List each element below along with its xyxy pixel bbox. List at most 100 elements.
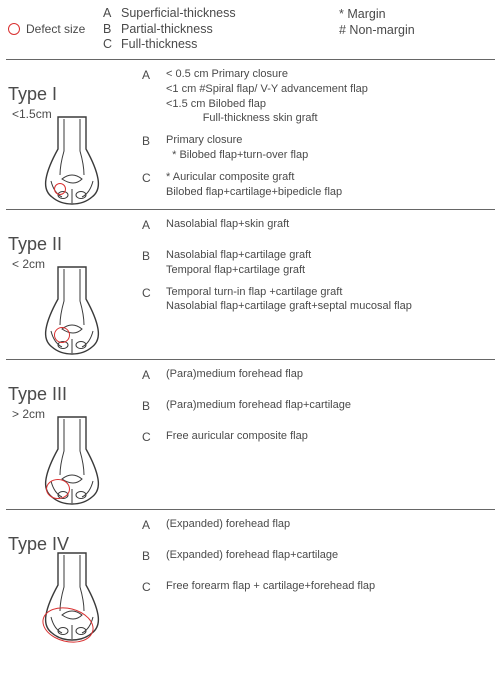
type-label: Type III [8, 384, 67, 405]
sub-text: * Auricular composite graftBilobed flap+… [166, 170, 495, 200]
sub-text: (Para)medium forehead flap [166, 367, 495, 382]
defect-ring-icon [8, 23, 20, 35]
sub-text-line: Full-thickness skin graft [166, 111, 495, 126]
thickness-legend: A Superficial-thickness B Partial-thickness… [103, 6, 333, 53]
defect-size-label: Defect size [26, 22, 85, 36]
sub-row: BPrimary closure * Bilobed flap+turn-ove… [142, 130, 495, 166]
thickness-row: A Superficial-thickness [103, 6, 333, 22]
sub-letter: C [142, 429, 166, 444]
separator [6, 359, 495, 360]
nose-wrap [38, 415, 106, 505]
sub-letter: C [142, 170, 166, 185]
sub-row: B(Para)medium forehead flap+cartilage [142, 395, 495, 425]
type-left-col: Type IV [2, 514, 142, 641]
sub-text-line: (Expanded) forehead flap [166, 517, 495, 532]
sub-text-line: <1.5 cm Bilobed flap [166, 97, 495, 112]
type-block: Type III> 2cmA(Para)medium forehead flap… [0, 362, 501, 507]
separator [6, 59, 495, 60]
sub-text: < 0.5 cm Primary closure<1 cm #Spiral fl… [166, 67, 495, 126]
sub-text-line: < 0.5 cm Primary closure [166, 67, 495, 82]
sub-text: (Expanded) forehead flap+cartilage [166, 548, 495, 563]
sub-text: Nasolabial flap+cartilage graftTemporal … [166, 248, 495, 278]
type-left-col: Type III> 2cm [2, 364, 142, 505]
thickness-letter: A [103, 6, 115, 22]
sub-text-line: * Bilobed flap+turn-over flap [166, 148, 495, 163]
type-right-col: A< 0.5 cm Primary closure<1 cm #Spiral f… [142, 64, 495, 205]
sub-text: (Expanded) forehead flap [166, 517, 495, 532]
type-block: Type IVA(Expanded) forehead flapB(Expand… [0, 512, 501, 643]
sub-text: Nasolabial flap+skin graft [166, 217, 495, 232]
sub-row: C* Auricular composite graftBilobed flap… [142, 167, 495, 203]
defect-marker [54, 327, 70, 343]
sub-row: BNasolabial flap+cartilage graftTemporal… [142, 245, 495, 281]
sub-text: Free auricular composite flap [166, 429, 495, 444]
sub-row: A< 0.5 cm Primary closure<1 cm #Spiral f… [142, 64, 495, 129]
thickness-letter: B [103, 22, 115, 38]
legend-header: Defect size A Superficial-thickness B Parti… [0, 0, 501, 57]
sub-text-line: Nasolabial flap+cartilage graft+septal m… [166, 299, 495, 314]
type-block: Type II< 2cmANasolabial flap+skin graftB… [0, 212, 501, 357]
thickness-label: Superficial-thickness [121, 6, 236, 22]
sub-text: Free forearm flap + cartilage+forehead f… [166, 579, 495, 594]
type-block: Type I<1.5cmA< 0.5 cm Primary closure<1 … [0, 62, 501, 207]
type-right-col: ANasolabial flap+skin graftBNasolabial f… [142, 214, 495, 355]
nose-icon [38, 265, 106, 355]
sub-text: Primary closure * Bilobed flap+turn-over… [166, 133, 495, 163]
sub-row: CFree forearm flap + cartilage+forehead … [142, 576, 495, 606]
sub-text-line: Temporal turn-in flap +cartilage graft [166, 285, 495, 300]
sub-text-line: Nasolabial flap+skin graft [166, 217, 495, 232]
sub-row: A(Expanded) forehead flap [142, 514, 495, 544]
type-right-col: A(Para)medium forehead flapB(Para)medium… [142, 364, 495, 505]
sub-letter: A [142, 67, 166, 82]
sub-row: B(Expanded) forehead flap+cartilage [142, 545, 495, 575]
separator [6, 209, 495, 210]
sub-letter: A [142, 367, 166, 382]
sub-letter: B [142, 248, 166, 263]
sub-text-line: <1 cm #Spiral flap/ V-Y advancement flap [166, 82, 495, 97]
separator [6, 509, 495, 510]
sub-row: A(Para)medium forehead flap [142, 364, 495, 394]
thickness-label: Partial-thickness [121, 22, 213, 38]
sub-text-line: (Para)medium forehead flap [166, 367, 495, 382]
types-container: Type I<1.5cmA< 0.5 cm Primary closure<1 … [0, 59, 501, 643]
sub-text-line: Temporal flap+cartilage graft [166, 263, 495, 278]
sub-letter: C [142, 579, 166, 594]
thickness-letter: C [103, 37, 115, 53]
sub-text: Temporal turn-in flap +cartilage graftNa… [166, 285, 495, 315]
sub-text-line: Bilobed flap+cartilage+bipedicle flap [166, 185, 495, 200]
sub-text-line: * Auricular composite graft [166, 170, 495, 185]
sub-letter: B [142, 548, 166, 563]
type-label: Type I [8, 84, 57, 105]
thickness-row: C Full-thickness [103, 37, 333, 53]
margin-legend: * Margin# Non-margin [333, 6, 493, 53]
nose-wrap [38, 551, 106, 641]
nose-wrap [38, 265, 106, 355]
type-label: Type II [8, 234, 62, 255]
nose-icon [38, 115, 106, 205]
thickness-row: B Partial-thickness [103, 22, 333, 38]
sub-row: CFree auricular composite flap [142, 426, 495, 456]
sub-letter: A [142, 217, 166, 232]
sub-text: (Para)medium forehead flap+cartilage [166, 398, 495, 413]
thickness-label: Full-thickness [121, 37, 197, 53]
sub-letter: B [142, 398, 166, 413]
margin-row: # Non-margin [339, 22, 493, 38]
sub-text-line: Nasolabial flap+cartilage graft [166, 248, 495, 263]
sub-letter: C [142, 285, 166, 300]
sub-row: CTemporal turn-in flap +cartilage graftN… [142, 282, 495, 318]
margin-row: * Margin [339, 6, 493, 22]
sub-letter: B [142, 133, 166, 148]
defect-marker [54, 183, 66, 195]
sub-text-line: Primary closure [166, 133, 495, 148]
sub-text-line: (Expanded) forehead flap+cartilage [166, 548, 495, 563]
sub-text-line: Free forearm flap + cartilage+forehead f… [166, 579, 495, 594]
defect-marker [46, 479, 70, 499]
sub-text-line: (Para)medium forehead flap+cartilage [166, 398, 495, 413]
type-left-col: Type I<1.5cm [2, 64, 142, 205]
nose-wrap [38, 115, 106, 205]
sub-letter: A [142, 517, 166, 532]
sub-row: ANasolabial flap+skin graft [142, 214, 495, 244]
type-left-col: Type II< 2cm [2, 214, 142, 355]
type-right-col: A(Expanded) forehead flapB(Expanded) for… [142, 514, 495, 641]
defect-size-key: Defect size [8, 6, 103, 53]
